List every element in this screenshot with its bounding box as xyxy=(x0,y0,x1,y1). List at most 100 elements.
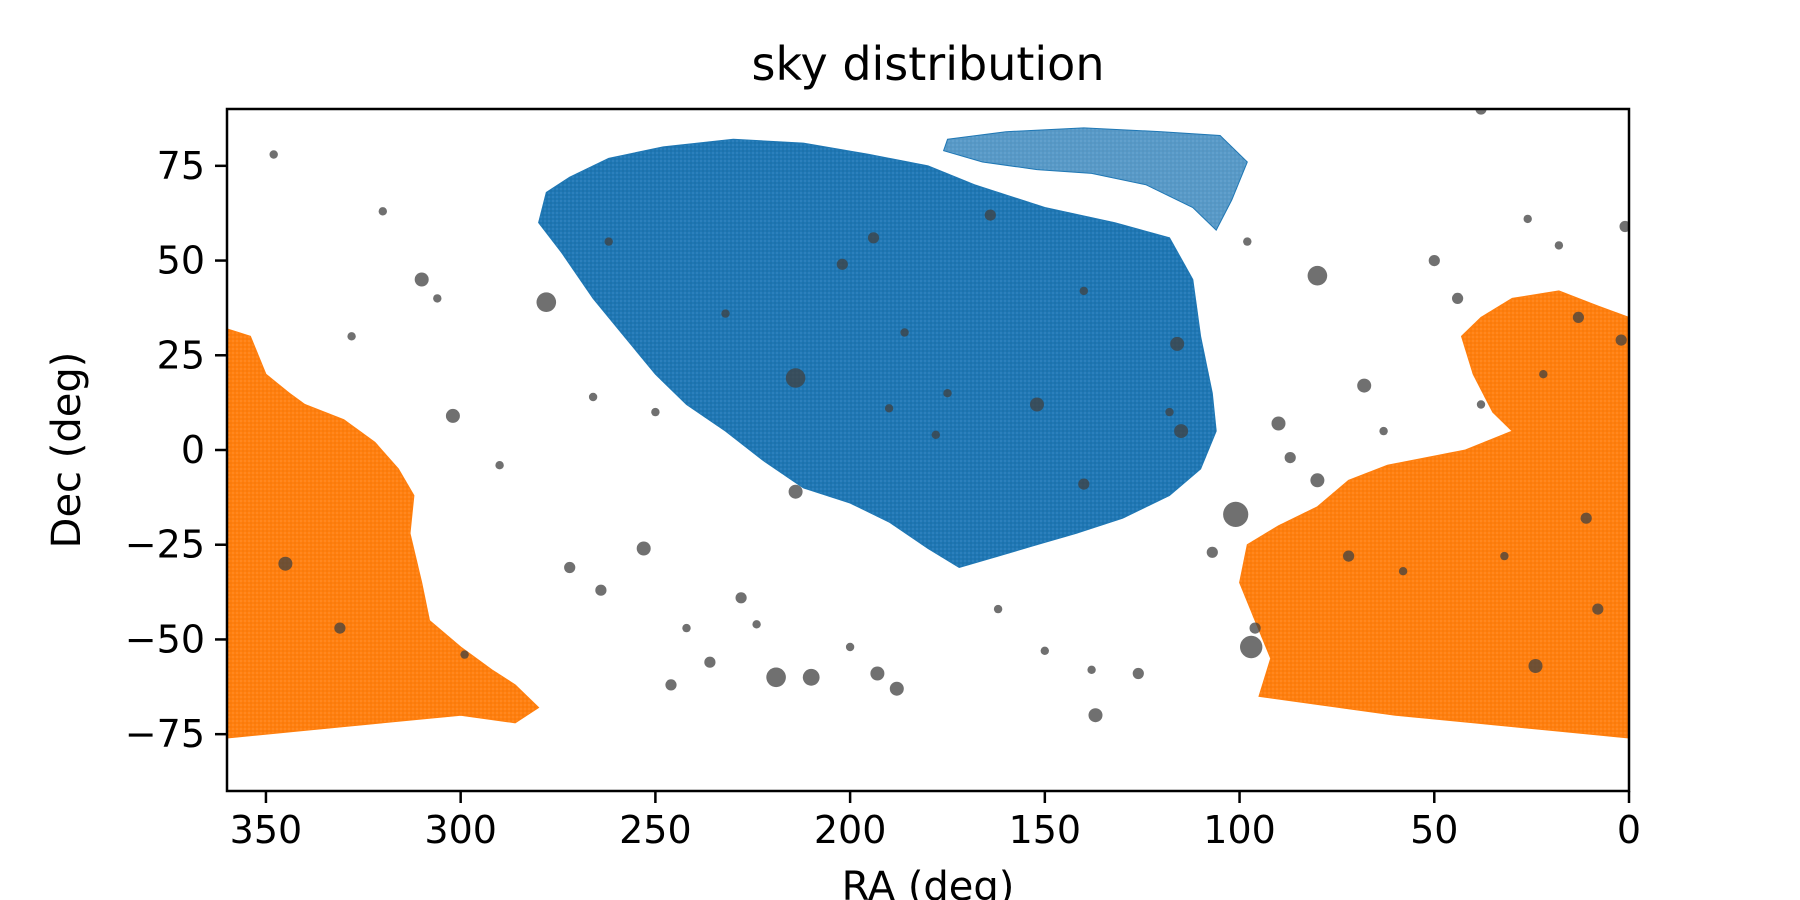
data-point xyxy=(766,667,786,688)
data-point xyxy=(984,209,996,221)
data-point xyxy=(788,484,803,499)
data-point xyxy=(1206,546,1218,558)
data-point xyxy=(1132,667,1144,680)
data-point xyxy=(1343,550,1355,562)
data-point xyxy=(1165,407,1174,417)
data-point xyxy=(1357,378,1372,393)
y-tick-label: 75 xyxy=(157,144,205,188)
data-point xyxy=(704,656,716,668)
y-axis-ticks: 75 50 25 0 −25 −50 −75 xyxy=(125,144,227,756)
x-tick-label: 250 xyxy=(619,808,692,852)
data-point xyxy=(1398,567,1408,576)
data-point xyxy=(1500,551,1509,561)
data-point xyxy=(1088,708,1103,723)
data-point xyxy=(1284,452,1296,464)
source-points xyxy=(269,109,1629,723)
data-point xyxy=(595,584,607,596)
data-point xyxy=(1307,265,1328,286)
data-point xyxy=(269,150,278,159)
data-point xyxy=(931,430,940,439)
data-point xyxy=(993,604,1003,614)
data-point xyxy=(867,232,880,244)
data-point xyxy=(1615,334,1627,346)
x-tick-label: 350 xyxy=(230,808,303,852)
data-point xyxy=(1030,397,1044,412)
data-point xyxy=(1379,426,1388,436)
data-point xyxy=(870,666,885,681)
x-tick-label: 0 xyxy=(1617,808,1641,852)
x-axis-ticks: 350 300 250 200 150 100 50 0 xyxy=(230,791,1641,852)
data-point xyxy=(1079,286,1089,296)
y-axis-label: Dec (deg) xyxy=(44,352,90,549)
data-point xyxy=(1040,646,1050,655)
data-point xyxy=(564,561,576,574)
data-point xyxy=(1170,336,1185,351)
data-point xyxy=(1539,370,1548,379)
data-point xyxy=(1528,659,1543,673)
data-point xyxy=(588,392,598,402)
data-point xyxy=(845,642,855,652)
data-point xyxy=(889,681,904,696)
data-point xyxy=(836,258,848,270)
x-tick-label: 200 xyxy=(814,808,887,852)
data-point xyxy=(752,620,761,629)
x-tick-label: 300 xyxy=(424,808,497,852)
data-point xyxy=(460,650,469,659)
x-tick-label: 150 xyxy=(1009,808,1082,852)
data-point xyxy=(1619,220,1629,233)
footprint-blue-main xyxy=(538,138,1217,569)
data-point xyxy=(721,309,730,318)
data-point xyxy=(1243,237,1252,246)
data-point xyxy=(1078,478,1090,490)
data-point xyxy=(735,592,747,604)
y-tick-label: −75 xyxy=(125,712,205,756)
x-axis-label: RA (deg) xyxy=(842,864,1015,900)
data-point xyxy=(1240,635,1263,659)
data-point xyxy=(1087,665,1096,674)
data-point xyxy=(636,541,651,556)
chart-title: sky distribution xyxy=(752,37,1105,91)
data-point xyxy=(1476,400,1486,409)
data-point xyxy=(1554,241,1564,250)
y-tick-label: −25 xyxy=(125,523,205,567)
x-tick-label: 50 xyxy=(1410,808,1458,852)
data-point xyxy=(943,389,952,398)
data-point xyxy=(604,237,613,246)
data-point xyxy=(1310,473,1325,488)
data-point xyxy=(1572,311,1584,323)
data-point xyxy=(1523,214,1532,224)
footprint-orange-left xyxy=(227,328,540,739)
y-tick-label: 25 xyxy=(157,333,205,377)
data-point xyxy=(1580,512,1592,524)
data-point xyxy=(433,294,442,303)
data-point xyxy=(651,407,660,417)
data-point xyxy=(1174,424,1189,439)
data-point xyxy=(665,679,677,691)
data-point xyxy=(900,328,909,337)
footprint-orange-right xyxy=(1239,290,1629,739)
data-point xyxy=(1592,603,1604,615)
data-point xyxy=(347,332,356,341)
data-point xyxy=(414,272,429,287)
data-point xyxy=(1249,622,1261,634)
data-point xyxy=(1475,109,1487,115)
data-point xyxy=(278,556,293,571)
data-point xyxy=(1271,416,1286,431)
footprint-blue-north xyxy=(942,127,1248,232)
x-tick-label: 100 xyxy=(1203,808,1276,852)
survey-footprints xyxy=(227,127,1629,739)
y-tick-label: 0 xyxy=(181,428,205,472)
y-tick-label: −50 xyxy=(125,617,205,661)
data-point xyxy=(445,408,460,423)
data-point xyxy=(1223,501,1249,527)
data-point xyxy=(1452,292,1464,304)
data-point xyxy=(536,292,557,313)
plot-area xyxy=(227,109,1629,739)
data-point xyxy=(334,622,346,634)
y-tick-label: 50 xyxy=(157,239,205,283)
data-point xyxy=(785,368,806,388)
data-point xyxy=(884,404,894,413)
data-point xyxy=(1428,255,1440,267)
data-point xyxy=(378,207,387,216)
